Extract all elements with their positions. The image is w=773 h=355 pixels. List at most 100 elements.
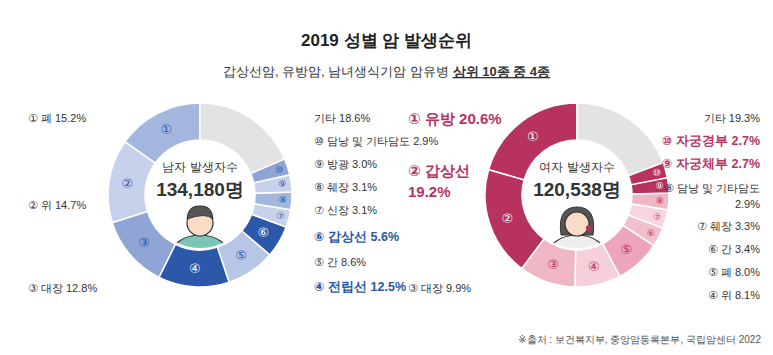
label-value: 9.9% <box>446 282 471 294</box>
label-rank: ③ <box>408 282 418 294</box>
slice-rank: ⑤ <box>621 242 633 257</box>
label-category: 대장 <box>421 282 443 294</box>
center-total: 120,538명 <box>533 179 621 200</box>
slice-rank: ⑨ <box>278 179 286 189</box>
icon-body <box>547 235 607 279</box>
slice-label: ⑥ 갑상선 5.6% <box>314 230 399 244</box>
center-icon <box>547 207 607 279</box>
label-rank: ② <box>408 162 421 179</box>
label-category: 췌장 <box>710 220 732 232</box>
slice-rank: ⑦ <box>276 211 284 221</box>
slice-rank: ⑩ <box>275 165 283 175</box>
label-category: 자궁체부 <box>676 157 728 171</box>
slice-label: ⑩ 담낭 및 기타담도 2.9% <box>314 135 438 147</box>
label-rank: ⑥ <box>708 243 718 255</box>
slice-rank: ⑦ <box>653 212 661 222</box>
canvas: 2019 성별 암 발생순위갑상선암, 유방암, 남녀생식기암 암유병 상위 1… <box>0 0 773 355</box>
slice <box>254 192 292 210</box>
chart-root: 2019 성별 암 발생순위갑상선암, 유방암, 남녀생식기암 암유병 상위 1… <box>0 0 773 355</box>
label-category: 위 <box>721 289 732 301</box>
slice-label: ④ 위 8.1% <box>708 289 760 301</box>
subtitle: 갑상선암, 유방암, 남녀생식기암 암유병 상위 10종 중 4종 <box>223 64 550 79</box>
label-value: 3.1% <box>352 204 377 216</box>
label-category: 유방 <box>425 110 455 127</box>
label-rank: ④ <box>314 280 325 294</box>
label-category: 위 <box>41 199 52 211</box>
slice-label: ⑤ 간 8.6% <box>314 256 366 268</box>
label-category: 간 <box>327 256 338 268</box>
slice-label: ① 폐 15.2% <box>28 112 86 124</box>
label-category: 췌장 <box>327 181 349 193</box>
slice-label: ⑦ 신장 3.1% <box>314 204 377 216</box>
label-value: 8.6% <box>341 256 366 268</box>
label-value: 3.0% <box>352 158 377 170</box>
slice-rank: ① <box>160 122 172 137</box>
label-value: 18.6% <box>339 112 370 124</box>
label-rank: ⑦ <box>314 204 324 216</box>
slices <box>485 103 669 287</box>
donut-chart: ①②③④⑤⑥⑦⑧⑨⑩여자 발생자수120,538명 <box>485 103 669 287</box>
label-category: 신장 <box>327 204 349 216</box>
slice-rank: ② <box>502 211 514 226</box>
label-category: 대장 <box>41 282 63 294</box>
label-category: 방광 <box>327 158 349 170</box>
label-rank: ⑧ <box>314 181 324 193</box>
slice-rank: ⑧ <box>279 195 287 205</box>
label-rank: ② <box>28 199 38 211</box>
slice-rank: ⑥ <box>647 228 655 238</box>
label-value: 19.3% <box>729 112 760 124</box>
label-value: 8.1% <box>735 289 760 301</box>
label-rank: ⑧ <box>664 182 674 194</box>
label-value: 12.8% <box>66 282 97 294</box>
center-title: 남자 발생자수 <box>162 160 237 174</box>
center-icon <box>170 206 230 279</box>
slice-label: ② 위 14.7% <box>28 199 86 211</box>
label-rank: ① <box>28 112 38 124</box>
label-value: 3.1% <box>352 181 377 193</box>
label-category: 갑상선 <box>425 162 470 179</box>
icon-body <box>170 235 230 279</box>
slice-rank: ⑧ <box>656 196 664 206</box>
slice-rank: ③ <box>547 257 559 272</box>
slice-rank: ⑤ <box>235 248 247 263</box>
subtitle-emphasis: 상위 10종 중 4종 <box>453 64 551 79</box>
slice-label: ② 갑상선 <box>408 162 470 179</box>
slice-rank: ⑨ <box>656 181 664 191</box>
icon-hair <box>187 206 213 219</box>
slice-label: 기타 18.6% <box>314 112 370 124</box>
slice <box>108 142 155 223</box>
label-value: 2.9% <box>413 135 438 147</box>
label-category: 갑상선 <box>328 230 367 244</box>
icon-hair <box>560 207 593 235</box>
slice-label: ④ 전립선 12.5% <box>314 280 406 294</box>
label-category: 기타 <box>314 112 336 124</box>
label-category: 담낭 및 기타담도 <box>327 135 410 147</box>
label-rank: ⑩ <box>662 134 673 148</box>
slice-rank: ⑥ <box>258 225 270 240</box>
slice-rank: ② <box>122 176 134 191</box>
label-rank: ⑤ <box>708 266 718 278</box>
label-value: 3.4% <box>735 243 760 255</box>
label-rank: ⑥ <box>314 230 325 244</box>
label-value: 2.7% <box>732 157 761 171</box>
slice-rank: ① <box>527 129 539 144</box>
center-total: 134,180명 <box>156 179 244 200</box>
label-rank: ⑩ <box>314 135 324 147</box>
label-rank: ③ <box>28 282 38 294</box>
slice-label: ③ 대장 9.9% <box>408 282 471 294</box>
subtitle-text: 갑상선암, 유방암, 남녀생식기암 암유병 <box>223 64 453 79</box>
slice-rank: ⑩ <box>653 167 661 177</box>
slice-label: ⑤ 폐 8.0% <box>708 266 760 278</box>
label-value: 8.0% <box>735 266 760 278</box>
slices <box>108 103 292 287</box>
label-rank: ① <box>408 110 421 127</box>
title: 2019 성별 암 발생순위 <box>301 31 472 50</box>
source: ※출처 : 보건복지부, 중앙암등록본부, 국립암센터 2022 <box>518 334 761 345</box>
slice-rank: ④ <box>588 259 600 274</box>
slice-label: 기타 19.3% <box>704 112 760 124</box>
label-category: 폐 <box>721 266 732 278</box>
slice-rank: ④ <box>189 261 201 276</box>
label-value: 14.7% <box>55 199 86 211</box>
icon-head <box>565 212 589 236</box>
label-category: 담낭 및 기타담도 <box>677 182 760 194</box>
